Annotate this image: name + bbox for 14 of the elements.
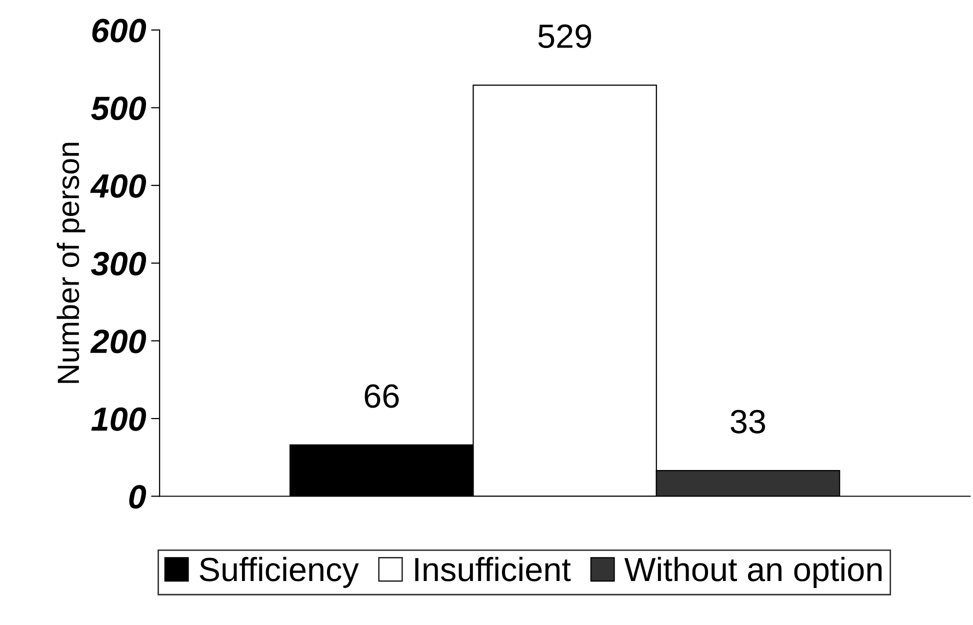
y-tick-label: 100	[91, 407, 146, 431]
y-tick-label: 500	[91, 96, 146, 120]
y-tick-label: 200	[90, 330, 146, 354]
y-tick-label: 300	[91, 252, 146, 276]
y-tick-label: 600	[92, 18, 146, 42]
data-label: 66	[364, 384, 399, 408]
data-label: 529	[538, 24, 592, 48]
legend-label: Sufficiency	[200, 556, 359, 588]
y-axis-title: Number of person	[56, 142, 86, 383]
legend-label: Without an option	[624, 556, 882, 588]
y-tick-label: 0	[129, 485, 146, 509]
y-tick-label: 400	[90, 174, 146, 198]
data-label: 33	[730, 410, 766, 434]
legend-label: Insufficient	[415, 556, 571, 582]
